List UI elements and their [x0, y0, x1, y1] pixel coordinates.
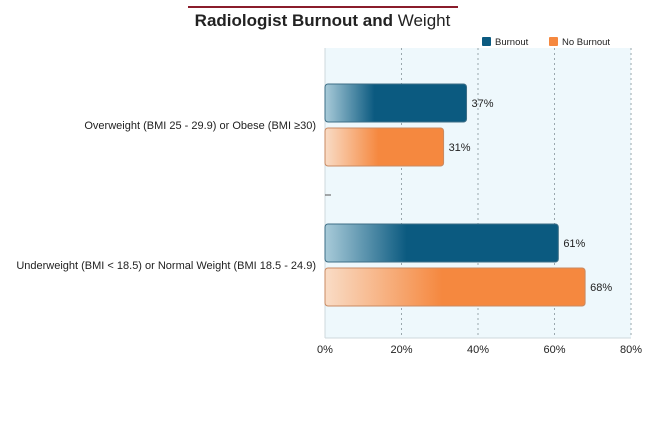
chart-title: Radiologist Burnout and Weight	[0, 11, 645, 31]
chart-title-bold: Radiologist Burnout and	[194, 11, 393, 30]
title-rule	[188, 6, 458, 8]
value-label-no-burnout-1: 68%	[590, 282, 612, 294]
bar-no-burnout-0	[324, 127, 445, 167]
category-label-1: Underweight (BMI < 18.5) or Normal Weigh…	[16, 260, 316, 272]
value-label-no-burnout-0: 31%	[449, 142, 471, 154]
chart-title-normal: Weight	[393, 11, 451, 30]
value-label-burnout-0: 37%	[472, 98, 494, 110]
legend-label-no-burnout: No Burnout	[562, 37, 610, 48]
legend-swatch-burnout	[482, 37, 491, 46]
value-label-burnout-1: 61%	[563, 238, 585, 250]
category-label-0: Overweight (BMI 25 - 29.9) or Obese (BMI…	[84, 120, 316, 132]
bar-burnout-1	[324, 223, 559, 263]
legend-swatch-no-burnout	[549, 37, 558, 46]
x-tick-label-20: 20%	[390, 344, 412, 356]
x-tick-label-40: 40%	[467, 344, 489, 356]
x-tick-label-80: 80%	[620, 344, 642, 356]
bar-burnout-0	[324, 83, 468, 123]
legend-label-burnout: Burnout	[495, 37, 529, 48]
x-tick-label-0: 0%	[317, 344, 333, 356]
x-tick-label-60: 60%	[543, 344, 565, 356]
bar-no-burnout-1	[324, 267, 586, 307]
